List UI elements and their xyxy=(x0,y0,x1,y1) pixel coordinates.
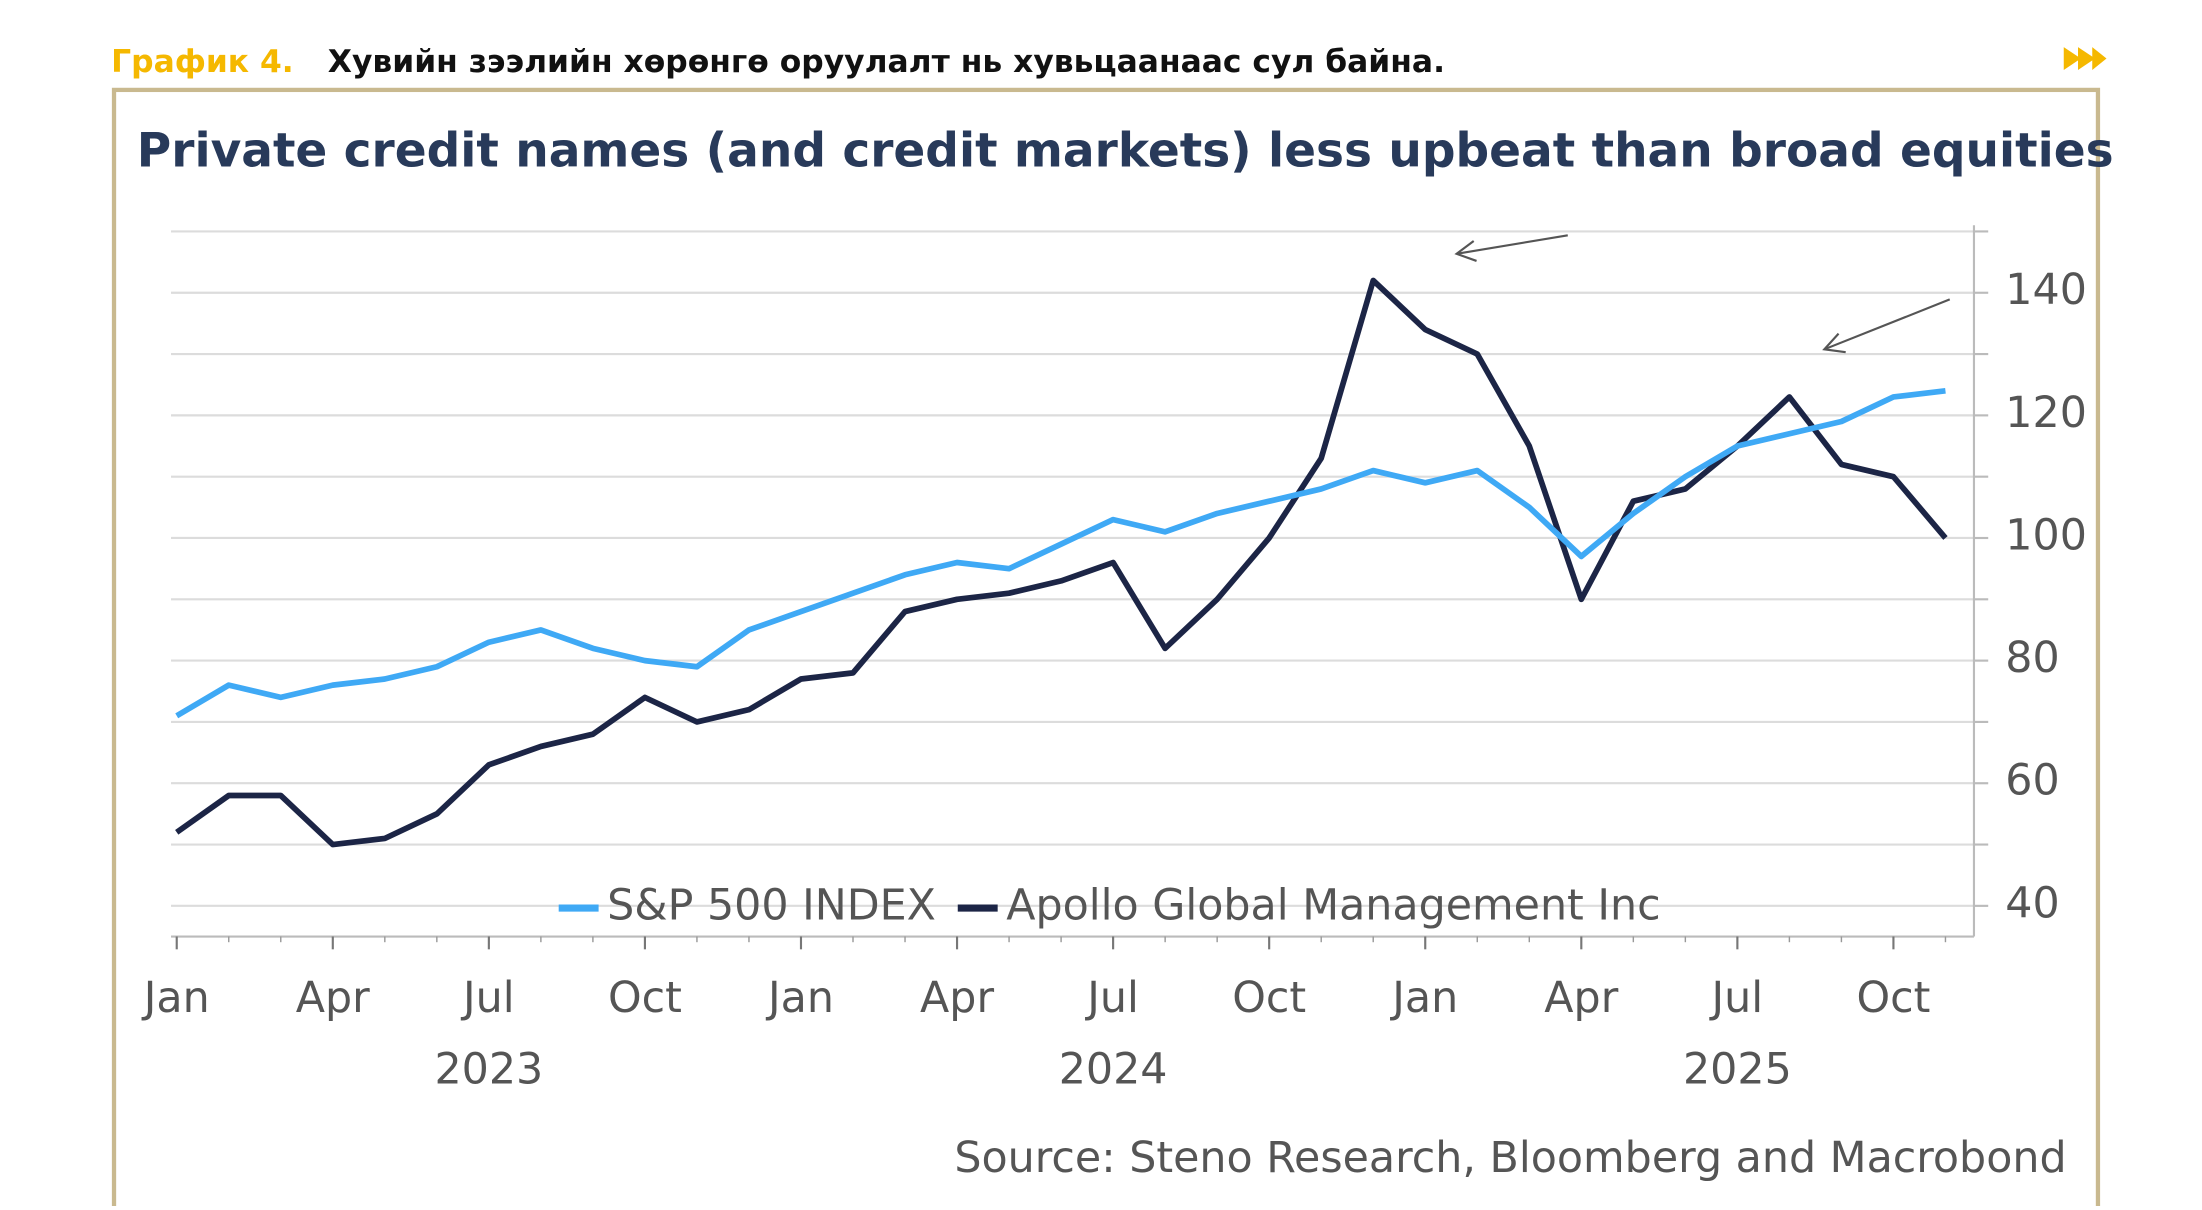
source: Source: Steno Research, Bloomberg and Ma… xyxy=(954,1133,2066,1183)
plot: 40 60 80 100 120 140 Jan Apr Jul Oct Jan Apr Jul Oct J… xyxy=(141,225,2087,1094)
x-tick-label: Apr xyxy=(920,973,994,1023)
x-tick-label: Oct xyxy=(608,973,682,1023)
series-line xyxy=(175,388,1946,719)
x-tick-label: Apr xyxy=(296,973,370,1023)
year-label: 2024 xyxy=(1059,1044,1168,1094)
y-tick-label: 40 xyxy=(2005,878,2059,928)
x-tick-label: Apr xyxy=(1544,973,1618,1023)
y-tick-label: 80 xyxy=(2005,633,2059,683)
year-label: 2025 xyxy=(1683,1044,1792,1094)
x-tick-label: Jul xyxy=(460,973,515,1023)
annotation-arrow xyxy=(1454,234,1951,354)
figure-title: Хувийн зээлийн хөрөнгө оруулалт нь хувьц… xyxy=(328,44,1445,80)
y-tick-label: 60 xyxy=(2005,756,2059,806)
x-tick-label: Jul xyxy=(1709,973,1764,1023)
year-label: 2023 xyxy=(434,1044,543,1094)
chart-title: Private credit names (and credit markets… xyxy=(137,124,2114,179)
frame xyxy=(111,87,2101,1210)
legend-label: Apollo Global Management Inc xyxy=(1006,881,1660,931)
x-tick-label: Oct xyxy=(1856,973,1930,1023)
x-tick-label: Jan xyxy=(1389,973,1458,1023)
legend-label: S&P 500 INDEX xyxy=(607,881,936,931)
series-line xyxy=(175,277,1948,848)
x-tick-label: Jul xyxy=(1084,973,1139,1023)
y-tick-label: 100 xyxy=(2005,510,2087,560)
y-tick-label: 120 xyxy=(2005,388,2087,438)
x-tick-label: Jan xyxy=(765,973,834,1023)
figure-label: График 4. xyxy=(111,44,294,80)
x-tick-label: Oct xyxy=(1232,973,1306,1023)
x-tick-label: Jan xyxy=(141,973,210,1023)
y-tick-label: 140 xyxy=(2005,265,2087,315)
next-icon xyxy=(2063,47,2107,70)
